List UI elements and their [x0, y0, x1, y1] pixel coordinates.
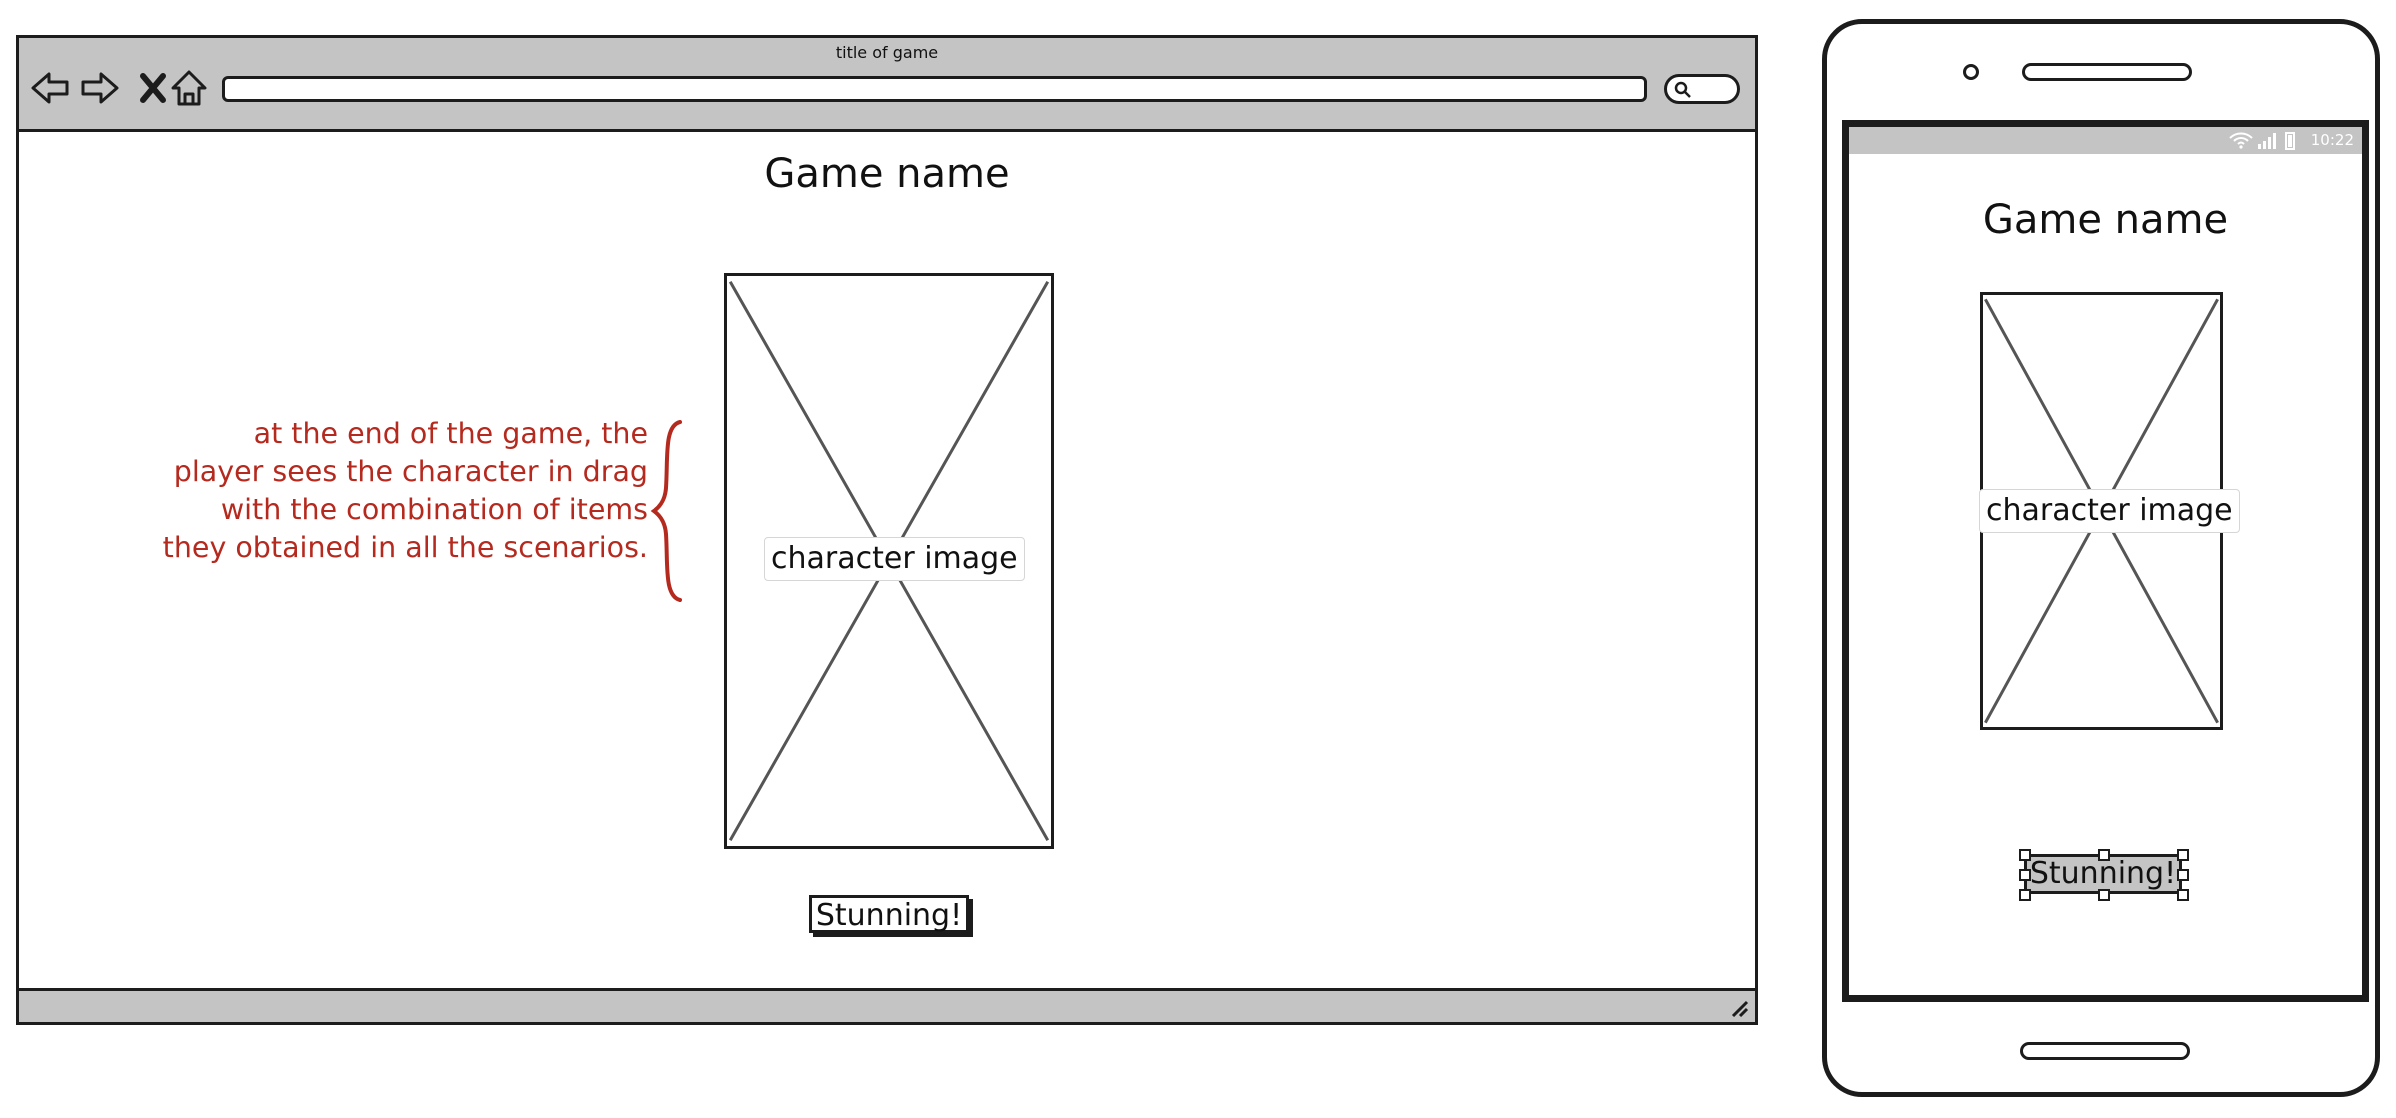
phone-frame: 10:22 Game name character image Stunning… — [1822, 19, 2380, 1097]
stunning-button[interactable]: Stunning! — [809, 895, 969, 933]
window-title: title of game — [835, 43, 939, 62]
status-time: 10:22 — [2310, 131, 2354, 149]
selection-handle[interactable] — [2177, 869, 2189, 881]
status-bar: 10:22 — [1849, 127, 2362, 154]
design-annotation: at the end of the game, the player sees … — [162, 417, 648, 564]
game-title: Game name — [764, 151, 1010, 197]
curly-brace-icon — [650, 420, 682, 602]
image-label: character image — [764, 537, 1025, 581]
address-bar[interactable] — [222, 76, 1647, 102]
browser-status-bar — [19, 988, 1755, 1022]
status-icons — [2229, 132, 2295, 150]
search-icon — [1674, 81, 1691, 98]
selection-handle[interactable] — [2098, 849, 2110, 861]
home-button[interactable] — [2020, 1042, 2190, 1060]
home-icon[interactable] — [167, 66, 211, 110]
camera-icon — [1963, 64, 1979, 80]
battery-icon — [2285, 132, 2295, 150]
resize-grip-icon[interactable] — [1725, 994, 1751, 1020]
back-arrow-icon[interactable] — [29, 66, 73, 110]
character-image: character image — [1979, 292, 2240, 730]
phone-screen: 10:22 Game name character image Stunning… — [1842, 120, 2369, 1002]
button-selection: Stunning! — [2019, 849, 2189, 901]
selection-handle[interactable] — [2177, 849, 2189, 861]
search-box[interactable] — [1664, 74, 1740, 104]
selection-handle[interactable] — [2019, 889, 2031, 901]
stop-icon[interactable] — [131, 66, 175, 110]
selection-handle[interactable] — [2019, 849, 2031, 861]
signal-icon — [2258, 133, 2276, 149]
speaker-icon — [2022, 63, 2192, 81]
forward-arrow-icon[interactable] — [77, 66, 121, 110]
selection-handle[interactable] — [2019, 869, 2031, 881]
browser-toolbar: title of game — [19, 38, 1755, 132]
character-image: character image — [724, 273, 1054, 849]
selection-handle[interactable] — [2177, 889, 2189, 901]
game-title: Game name — [1982, 197, 2229, 243]
selection-handle[interactable] — [2098, 889, 2110, 901]
wifi-icon — [2229, 132, 2253, 149]
image-label: character image — [1979, 489, 2240, 533]
browser-window: title of game Game name character image … — [16, 35, 1758, 1025]
